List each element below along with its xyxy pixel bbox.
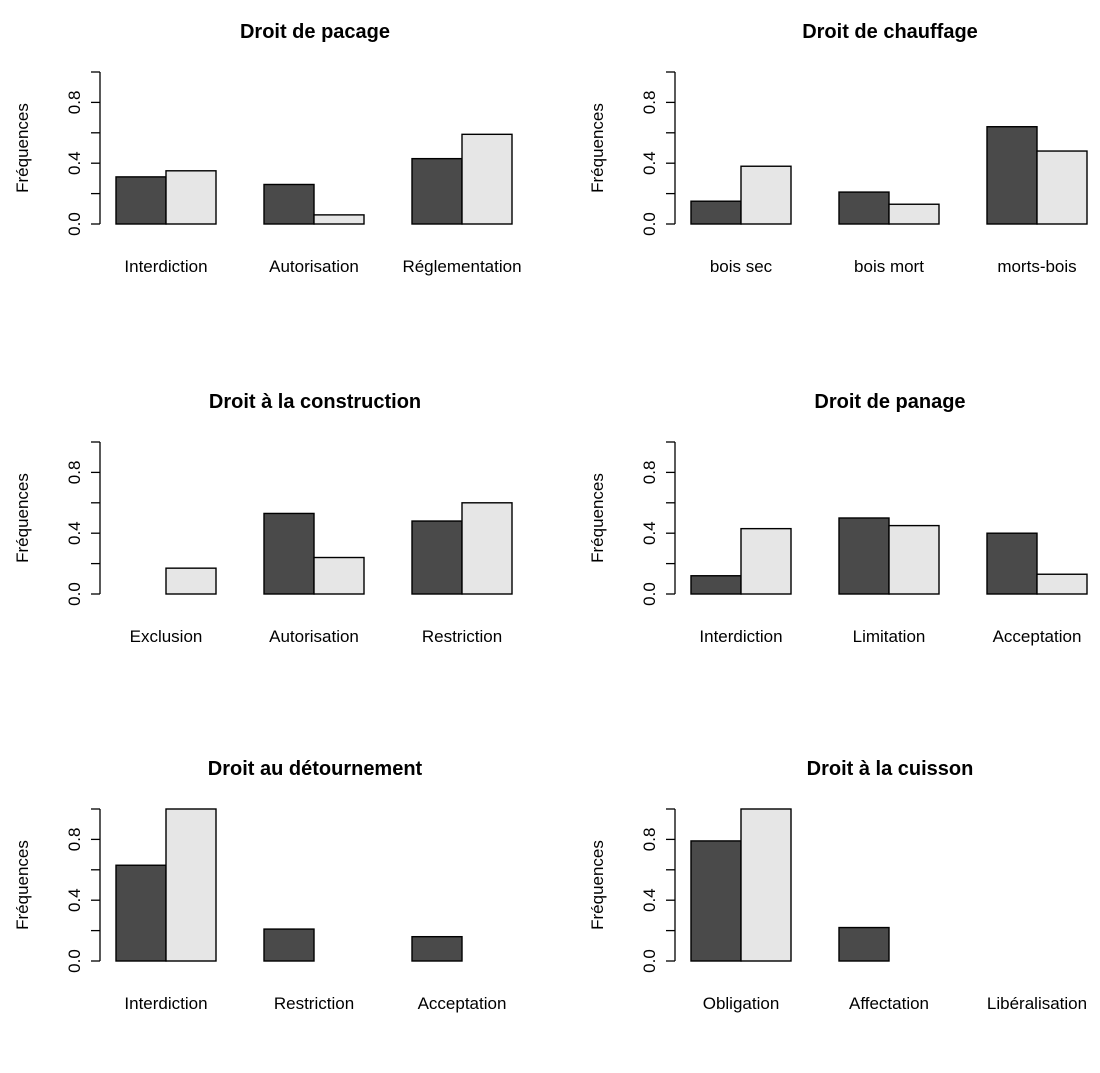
chart-panel-droit-de-chauffage: Droit de chauffage Fréquences 0.0 0.4 0.8 boi… (575, 0, 1100, 336)
x-category-label: Exclusion (130, 627, 203, 646)
chart-title: Droit à la construction (209, 391, 421, 413)
chart-panel-droit-a-la-construction: Droit à la construction Fréquences 0.0 0.4 0… (0, 370, 550, 706)
x-category-label: Libéralisation (987, 994, 1087, 1013)
y-tick-label: 0.8 (65, 91, 84, 115)
y-tick-label: 0.0 (65, 582, 84, 606)
chart-title: Droit de chauffage (802, 21, 978, 43)
bar-interdiction-series-2 (165, 170, 217, 225)
chart-svg: Droit de chauffage Fréquences 0.0 0.4 0.8 boi… (588, 21, 1088, 276)
x-category-label: Affectation (849, 994, 929, 1013)
bar-autorisation-series-2 (313, 556, 365, 595)
y-tick-label: 0.0 (640, 949, 659, 973)
bar-obligation-series-1 (690, 840, 742, 962)
chart-panel-droit-de-panage: Droit de panage Fréquences 0.0 0.4 0.8 Interd… (575, 370, 1100, 706)
x-category-label: Restriction (274, 994, 354, 1013)
bar-limitation-series-2 (888, 524, 940, 595)
bar-interdiction-series-2 (740, 527, 792, 595)
bar-limitation-series-1 (838, 517, 890, 595)
x-category-label: bois mort (854, 257, 924, 276)
chart-svg: Droit de panage Fréquences 0.0 0.4 0.8 Interd… (588, 391, 1088, 646)
y-tick-label: 0.8 (640, 828, 659, 852)
x-category-label: Obligation (703, 994, 780, 1013)
bar-reglementation-series-1 (411, 157, 463, 225)
bar-restriction-series-1 (263, 928, 315, 962)
y-tick-label: 0.8 (640, 461, 659, 485)
y-axis-label: Fréquences (13, 103, 32, 193)
figure: Droit de pacage Fréquences 0.0 0.4 0.8 Interd… (0, 0, 1100, 1013)
bar-affectation-series-1 (838, 926, 890, 962)
chart-svg: Droit au détournement Fréquences 0.0 0.4 0.8… (13, 758, 507, 1013)
x-category-label: Acceptation (993, 627, 1082, 646)
chart-title: Droit de panage (814, 391, 965, 413)
bar-restriction-series-2 (461, 502, 513, 595)
bar-bois-sec-series-2 (740, 165, 792, 225)
bar-morts-bois-series-2 (1036, 150, 1088, 225)
y-axis-label: Fréquences (13, 840, 32, 930)
chart-svg: Droit à la construction Fréquences 0.0 0.4 0… (13, 391, 513, 646)
x-category-label: Limitation (853, 627, 926, 646)
y-tick-label: 0.4 (65, 151, 84, 175)
y-tick-label: 0.4 (640, 521, 659, 545)
x-category-label: Acceptation (418, 994, 507, 1013)
bar-interdiction-series-1 (115, 864, 167, 962)
bar-obligation-series-2 (740, 808, 792, 962)
chart-title: Droit à la cuisson (807, 758, 974, 780)
bar-reglementation-series-2 (461, 133, 513, 225)
chart-title: Droit de pacage (240, 21, 390, 43)
y-tick-label: 0.8 (65, 828, 84, 852)
chart-panel-droit-de-pacage: Droit de pacage Fréquences 0.0 0.4 0.8 Interd… (0, 0, 550, 336)
y-tick-label: 0.4 (65, 888, 84, 912)
x-category-label: Interdiction (124, 994, 207, 1013)
x-category-label: Interdiction (699, 627, 782, 646)
bar-interdiction-series-1 (690, 575, 742, 595)
y-tick-label: 0.0 (640, 212, 659, 236)
x-category-label: Réglementation (402, 257, 521, 276)
bar-acceptation-series-1 (411, 935, 463, 962)
y-tick-label: 0.8 (65, 461, 84, 485)
bar-autorisation-series-1 (263, 512, 315, 595)
bar-bois-sec-series-1 (690, 200, 742, 225)
y-tick-label: 0.0 (65, 949, 84, 973)
bar-interdiction-series-1 (115, 176, 167, 225)
y-tick-label: 0.4 (640, 888, 659, 912)
y-tick-label: 0.0 (65, 212, 84, 236)
chart-title: Droit au détournement (208, 758, 423, 780)
bar-restriction-series-1 (411, 520, 463, 595)
chart-panel-droit-a-la-cuisson: Droit à la cuisson Fréquences 0.0 0.4 0.8 Obl… (575, 737, 1100, 1073)
y-axis-label: Fréquences (13, 473, 32, 563)
x-category-label: Autorisation (269, 627, 359, 646)
bar-acceptation-series-1 (986, 532, 1038, 595)
bar-acceptation-series-2 (1036, 573, 1088, 595)
bar-morts-bois-series-1 (986, 126, 1038, 225)
y-tick-label: 0.0 (640, 582, 659, 606)
chart-panel-droit-au-detournement: Droit au détournement Fréquences 0.0 0.4 0.8… (0, 737, 550, 1073)
x-category-label: Restriction (422, 627, 502, 646)
x-category-label: morts-bois (997, 257, 1076, 276)
x-category-label: Autorisation (269, 257, 359, 276)
y-axis-label: Fréquences (588, 103, 607, 193)
bar-autorisation-series-2 (313, 214, 365, 225)
bar-exclusion-series-2 (165, 567, 217, 595)
chart-svg: Droit à la cuisson Fréquences 0.0 0.4 0.8 Obl… (588, 758, 1087, 1013)
bar-interdiction-series-2 (165, 808, 217, 962)
y-tick-label: 0.4 (640, 151, 659, 175)
y-tick-label: 0.4 (65, 521, 84, 545)
bar-bois-mort-series-1 (838, 191, 890, 225)
y-tick-label: 0.8 (640, 91, 659, 115)
y-axis-label: Fréquences (588, 840, 607, 930)
x-category-label: Interdiction (124, 257, 207, 276)
bar-autorisation-series-1 (263, 183, 315, 225)
chart-svg: Droit de pacage Fréquences 0.0 0.4 0.8 Interd… (13, 21, 522, 276)
x-category-label: bois sec (710, 257, 773, 276)
y-axis-label: Fréquences (588, 473, 607, 563)
bar-bois-mort-series-2 (888, 203, 940, 225)
